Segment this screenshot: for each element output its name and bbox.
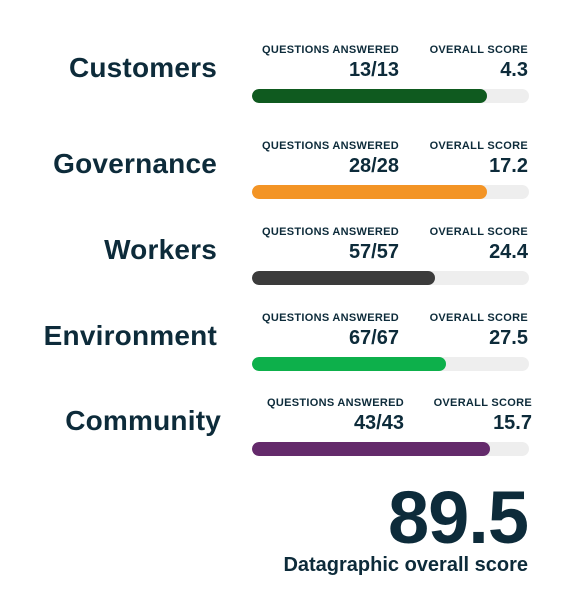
questions-answered-value: 13/13 [348,59,399,81]
questions-answered-value: 67/67 [348,327,399,349]
questions-answered-value: 57/57 [348,241,399,263]
questions-answered-label: QUESTIONS ANSWERED [261,44,399,56]
category-governance: Governance QUESTIONS ANSWERED 28/28 OVER… [0,140,567,220]
category-name: Workers [104,234,217,265]
overall-score-label: OVERALL SCORE [429,312,528,324]
category-community: Community QUESTIONS ANSWERED 43/43 OVERA… [0,397,567,477]
progress-bar-fill [252,271,435,285]
questions-answered-label: QUESTIONS ANSWERED [261,226,399,238]
overall-score-value: 24.4 [489,241,528,263]
questions-answered-label: QUESTIONS ANSWERED [266,397,404,409]
progress-bar [252,185,529,199]
questions-answered-value: 28/28 [348,155,399,177]
overall-score-value: 27.5 [489,327,528,349]
questions-answered-label: QUESTIONS ANSWERED [261,312,399,324]
category-name: Environment [43,320,217,351]
overall-score-label: OVERALL SCORE [429,226,528,238]
overall-score-label: OVERALL SCORE [429,44,528,56]
overall-score-total-label: Datagraphic overall score [283,554,528,576]
questions-answered-label: QUESTIONS ANSWERED [261,140,399,152]
overall-score-label: OVERALL SCORE [429,140,528,152]
category-name: Community [65,405,221,436]
progress-bar [252,271,529,285]
overall-score-value: 15.7 [493,412,532,434]
category-customers: Customers QUESTIONS ANSWERED 13/13 OVERA… [0,44,567,124]
overall-score-label: OVERALL SCORE [433,397,532,409]
progress-bar-fill [252,89,488,103]
category-environment: Environment QUESTIONS ANSWERED 67/67 OVE… [0,312,567,392]
category-name: Governance [53,148,217,179]
overall-score-value: 4.3 [500,59,528,81]
progress-bar [252,442,529,456]
category-name: Customers [68,52,217,83]
progress-bar-fill [252,185,488,199]
progress-bar-fill [252,357,446,371]
progress-bar [252,357,529,371]
overall-score-total: 89.5 [387,476,529,559]
category-workers: Workers QUESTIONS ANSWERED 57/57 OVERALL… [0,226,567,306]
questions-answered-value: 43/43 [353,412,404,434]
progress-bar-fill [252,442,491,456]
overall-score-value: 17.2 [489,155,528,177]
progress-bar [252,89,529,103]
